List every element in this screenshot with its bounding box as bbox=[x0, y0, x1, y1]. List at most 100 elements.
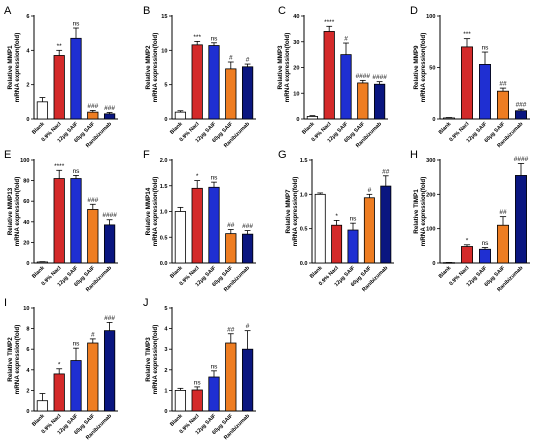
chart-panel-c: C Relative MMP3mRNA expression(fold) 0 10 20… bbox=[277, 5, 388, 149]
significance-label: * bbox=[58, 361, 61, 368]
significance-label: ### bbox=[87, 103, 98, 110]
bar bbox=[461, 46, 473, 120]
significance-label: ### bbox=[87, 197, 98, 204]
chart-panel-f: F Relative MMP14mRNA expression(fold) 0.0 0… bbox=[143, 149, 256, 293]
y-tick-label: 50 bbox=[429, 66, 435, 72]
bar bbox=[103, 224, 116, 264]
bar bbox=[497, 90, 509, 120]
y-axis-label-line: Relative TIMP2 bbox=[7, 337, 14, 382]
y-tick-label: 15 bbox=[161, 14, 167, 20]
bar bbox=[331, 224, 343, 264]
y-tick-label: 1.0 bbox=[160, 210, 168, 216]
panel-letter: D bbox=[410, 5, 418, 17]
y-axis-label-line: mRNA expression(fold) bbox=[152, 325, 159, 395]
significance-label: ### bbox=[104, 315, 115, 322]
bar bbox=[323, 31, 335, 120]
category-label: Blank bbox=[301, 121, 316, 136]
significance-label: ns bbox=[211, 363, 219, 370]
significance-label: ** bbox=[57, 43, 63, 50]
y-axis-label: Relative MMP1mRNA expression(fold) bbox=[7, 33, 21, 103]
bar bbox=[70, 37, 82, 120]
y-axis-label-line: Relative MMP7 bbox=[285, 189, 292, 234]
y-tick-label: 1 bbox=[164, 388, 167, 394]
y-axis-label: Relative MMP3mRNA expression(fold) bbox=[277, 33, 291, 103]
category-label: Blank bbox=[169, 413, 184, 428]
significance-label: # bbox=[229, 55, 233, 62]
bar bbox=[36, 261, 49, 264]
y-axis-label: Relative MMP7mRNA expression(fold) bbox=[285, 177, 299, 247]
y-tick-label: 2 bbox=[164, 368, 167, 374]
bar bbox=[208, 186, 220, 264]
chart-panel-d: D Relative MMP9mRNA expression(fold) 0 50 10… bbox=[410, 5, 530, 149]
bar bbox=[314, 193, 326, 264]
category-label: Blank bbox=[31, 265, 46, 280]
bar bbox=[53, 373, 65, 412]
y-tick-label: 5 bbox=[164, 83, 167, 89]
y-axis-label-line: Relative MMP9 bbox=[413, 45, 420, 90]
bar bbox=[225, 342, 237, 412]
bar bbox=[306, 116, 319, 120]
y-tick-label: 3 bbox=[164, 347, 167, 353]
bar bbox=[241, 233, 254, 264]
bar bbox=[225, 233, 237, 264]
y-tick-label: 2 bbox=[26, 83, 29, 89]
y-tick-label: 100 bbox=[426, 227, 435, 233]
y-tick-label: 0.0 bbox=[160, 261, 168, 267]
bar bbox=[103, 330, 116, 412]
significance-label: ns bbox=[482, 45, 490, 52]
y-tick-label: 300 bbox=[426, 158, 435, 164]
panel-letter: H bbox=[410, 149, 418, 161]
y-axis-label-line: Relative MMP2 bbox=[145, 45, 152, 90]
significance-label: ns bbox=[73, 341, 81, 348]
significance-label: ## bbox=[382, 168, 390, 175]
y-axis-label: Relative MMP14mRNA expression(fold) bbox=[145, 177, 159, 247]
y-tick-label: 8 bbox=[26, 327, 29, 333]
bar bbox=[53, 55, 65, 120]
y-axis-label: Relative TIMP2mRNA expression(fold) bbox=[7, 325, 21, 395]
bar bbox=[87, 209, 99, 264]
y-tick-label: 80 bbox=[23, 179, 29, 185]
significance-label: * bbox=[466, 237, 469, 244]
bar bbox=[241, 66, 254, 120]
significance-label: # bbox=[91, 331, 95, 338]
y-tick-label: 0 bbox=[26, 117, 29, 123]
chart-panel-g: G Relative MMP7mRNA expression(fold) 0.0 0.… bbox=[278, 149, 394, 293]
bar bbox=[357, 82, 369, 120]
category-label: Blank bbox=[438, 265, 453, 280]
y-tick-label: 0 bbox=[432, 117, 435, 123]
significance-label: * bbox=[196, 173, 199, 180]
bar bbox=[225, 68, 237, 120]
chart-panel-i: I Relative TIMP2mRNA expression(fold) 0 2 4 6… bbox=[4, 297, 118, 440]
panel-letter: J bbox=[143, 297, 149, 309]
category-label: Blank bbox=[169, 121, 184, 136]
chart-panel-b: B Relative MMP2mRNA expression(fold) 0 5 10 1… bbox=[143, 5, 256, 149]
significance-label: ## bbox=[499, 209, 507, 216]
y-tick-label: 4 bbox=[26, 368, 30, 374]
y-tick-label: 6 bbox=[26, 347, 29, 353]
significance-label: ns bbox=[211, 35, 219, 42]
chart-panel-a: A Relative MMP1mRNA expression(fold) 0 2 4 6 B… bbox=[4, 5, 118, 149]
y-tick-label: 0.5 bbox=[300, 227, 308, 233]
y-tick-label: 5 bbox=[164, 306, 167, 312]
significance-label: # bbox=[246, 57, 250, 64]
panel-letter: A bbox=[4, 5, 12, 17]
bar bbox=[443, 117, 455, 120]
y-tick-label: 6 bbox=[26, 14, 29, 20]
category-label: Blank bbox=[309, 265, 324, 280]
bar bbox=[87, 342, 99, 412]
bar bbox=[347, 229, 359, 264]
y-axis-label-line: mRNA expression(fold) bbox=[152, 33, 159, 103]
y-axis-label: Relative TIMP3mRNA expression(fold) bbox=[145, 325, 159, 395]
y-axis-label: Relative MMP9mRNA expression(fold) bbox=[413, 33, 427, 103]
y-axis-label-line: mRNA expression(fold) bbox=[14, 325, 21, 395]
y-tick-label: 0 bbox=[26, 409, 29, 415]
significance-label: # bbox=[368, 187, 372, 194]
bar bbox=[174, 111, 187, 120]
significance-label: ns bbox=[350, 216, 358, 223]
bar bbox=[103, 113, 116, 120]
y-axis-label: Relative MMP13mRNA expression(fold) bbox=[7, 177, 21, 247]
bar bbox=[191, 389, 203, 412]
y-tick-label: 10 bbox=[161, 48, 167, 54]
significance-label: #### bbox=[356, 73, 371, 80]
y-tick-label: 2.0 bbox=[160, 158, 168, 164]
